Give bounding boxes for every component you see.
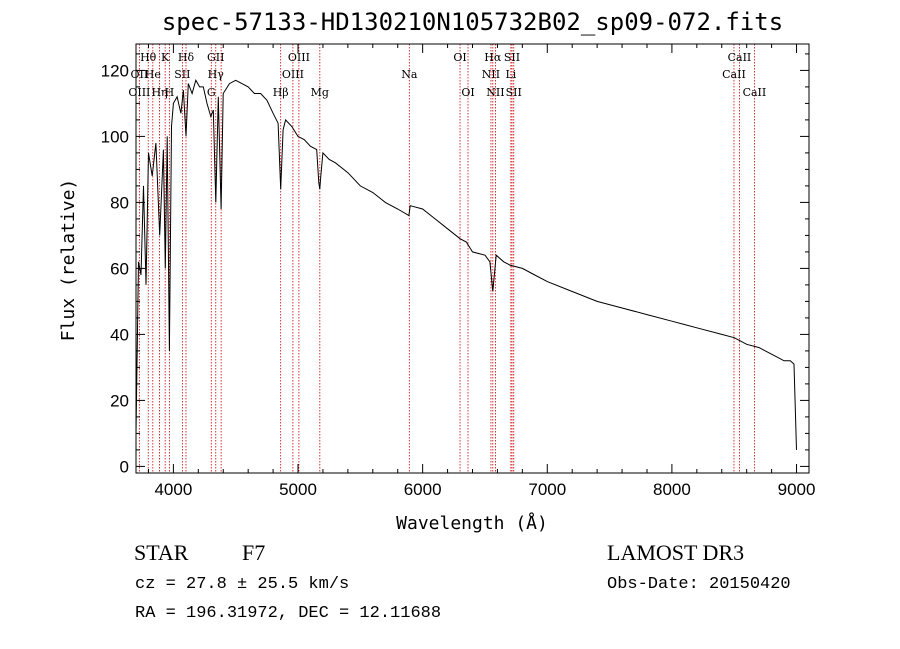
line-label: Hβ xyxy=(273,86,289,99)
line-marker-group xyxy=(138,44,755,473)
line-label: G xyxy=(207,86,216,99)
plot-frame xyxy=(135,43,810,474)
line-label: CaII xyxy=(743,86,767,99)
line-label: NII xyxy=(482,68,500,81)
line-label: CaII xyxy=(728,51,752,64)
line-label: Hη xyxy=(151,86,167,99)
chart-title: spec-57133-HD130210N105732B02_sp09-072.f… xyxy=(161,8,784,36)
line-label: Hγ xyxy=(208,68,225,81)
y-axis: 0 20 40 60 80 100 120 xyxy=(101,53,809,476)
coordinates: RA = 196.31972, DEC = 12.11688 xyxy=(135,604,442,623)
spectral-subclass: F7 xyxy=(242,540,266,565)
line-label: SII xyxy=(174,68,190,81)
line-label: H xyxy=(165,86,175,99)
y-tick-label: 60 xyxy=(110,259,129,278)
survey-name: LAMOST DR3 xyxy=(607,540,745,565)
y-tick-label: 20 xyxy=(110,391,129,410)
x-tick-label: 7000 xyxy=(528,480,566,499)
velocity-readout: cz = 27.8 ± 25.5 km/s xyxy=(135,575,350,594)
x-tick-label: 4000 xyxy=(154,480,192,499)
line-label: SII xyxy=(506,86,522,99)
object-type: STAR xyxy=(134,540,189,565)
spectrum-line xyxy=(135,79,797,450)
x-tick-label: 9000 xyxy=(778,480,816,499)
y-axis-label: Flux (relative) xyxy=(58,179,79,342)
line-label: Mg xyxy=(311,86,329,99)
line-label: GII xyxy=(207,51,224,64)
line-label: OI xyxy=(453,51,466,64)
line-label: NII xyxy=(486,86,504,99)
y-tick-label: 40 xyxy=(110,325,129,344)
line-label: Hδ xyxy=(178,51,195,64)
line-label: Na xyxy=(401,68,418,81)
line-label: Hθ xyxy=(140,51,157,64)
x-tick-label: 8000 xyxy=(653,480,691,499)
line-label: OIII xyxy=(128,86,150,99)
x-tick-label: 5000 xyxy=(279,480,317,499)
line-label: SII xyxy=(504,51,520,64)
line-label: OIII xyxy=(282,68,304,81)
x-tick-label: 6000 xyxy=(404,480,442,499)
y-tick-label: 0 xyxy=(120,457,129,476)
line-label: OI xyxy=(461,86,474,99)
line-label: CaII xyxy=(722,68,746,81)
line-label: K xyxy=(161,51,170,64)
x-axis-label: Wavelength (Å) xyxy=(396,512,548,534)
line-label-group: Hθ OII OIII He Hη K H SII Hδ GII Hγ G Hβ OIII OIII Mg Na… xyxy=(128,51,766,99)
line-label: OIII xyxy=(288,51,310,64)
obs-date: Obs-Date: 20150420 xyxy=(607,575,791,594)
line-label: Li xyxy=(505,68,516,81)
line-label: He xyxy=(145,68,161,81)
y-tick-label: 120 xyxy=(101,61,129,80)
y-tick-label: 80 xyxy=(110,193,129,212)
x-axis: 4000 5000 6000 7000 8000 9000 xyxy=(147,44,816,499)
y-tick-label: 100 xyxy=(101,127,129,146)
line-label: Hα xyxy=(484,51,502,64)
line-label: OII xyxy=(131,68,149,81)
